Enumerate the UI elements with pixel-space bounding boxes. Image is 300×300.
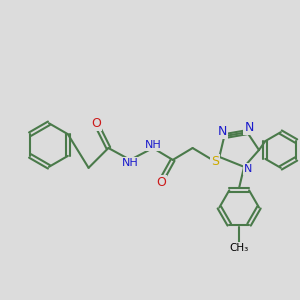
Text: CH₃: CH₃ bbox=[230, 243, 249, 253]
Text: S: S bbox=[212, 155, 219, 168]
Text: O: O bbox=[156, 176, 166, 189]
Text: N: N bbox=[218, 125, 227, 138]
Text: N: N bbox=[244, 164, 252, 174]
Text: N: N bbox=[244, 121, 254, 134]
Text: O: O bbox=[92, 117, 101, 130]
Text: NH: NH bbox=[122, 158, 139, 168]
Text: NH: NH bbox=[145, 140, 161, 150]
